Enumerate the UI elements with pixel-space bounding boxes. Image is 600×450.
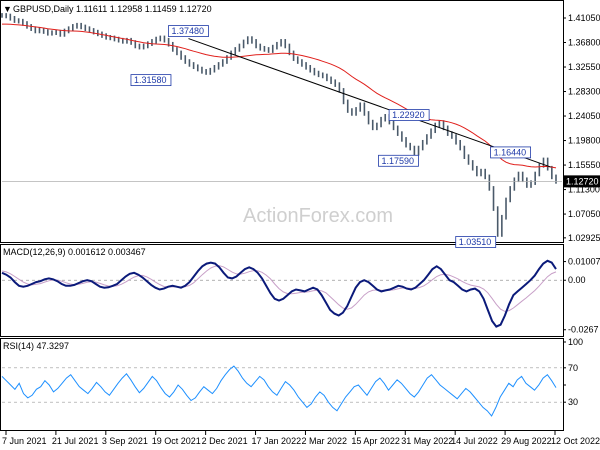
price-y-tick-label: 1.28300	[568, 87, 600, 97]
price-panel-frame	[0, 0, 564, 243]
price-annotation-label: 1.31580	[134, 75, 167, 85]
price-annotation-box	[168, 25, 209, 37]
price-annotation-label: 1.03510	[459, 237, 492, 247]
rsi-y-tick-label: 100	[568, 337, 583, 347]
rsi-panel-title: RSI(14) 47.3297	[3, 341, 69, 351]
current-price-badge	[564, 175, 600, 188]
price-annotation-box	[378, 154, 419, 167]
price-lines: 1.12720	[1, 13, 600, 237]
price-y-tick-label: 1.02925	[568, 233, 600, 243]
macd-lines	[1, 259, 557, 328]
x-tick-label: 2 Dec 2021	[202, 436, 248, 446]
x-tick-label: 29 Aug 2022	[501, 436, 552, 446]
watermark: ActionForex.com	[243, 205, 393, 227]
trend-line	[188, 38, 551, 168]
rsi-line	[1, 365, 557, 417]
macd-y-tick-label: 0.010071	[568, 257, 600, 267]
x-tick-label: 17 Jan 2022	[252, 436, 302, 446]
macd-line	[1, 259, 557, 328]
price-y-tick-label: 1.11300	[568, 185, 600, 195]
price-title-marker-icon: ▼	[3, 4, 12, 14]
price-annotation-box	[490, 146, 532, 159]
macd-panel-title: MACD(12,26,9) 0.001612 0.003467	[3, 247, 146, 257]
price-panel-title: GBPUSD,Daily 1.11611 1.12958 1.11459 1.1…	[13, 4, 212, 14]
macd-y-tick-label: -0.0267	[568, 325, 599, 335]
current-price-label: 1.12720	[566, 176, 599, 186]
price-annotations: 1.37480 1.31580 1.22920 1.17590 1.16440 1.035…	[130, 25, 532, 248]
price-y-tick-label: 1.32550	[568, 62, 600, 72]
price-annotation-label: 1.37480	[171, 26, 204, 36]
x-tick-label: 21 Jul 2021	[52, 436, 99, 446]
x-tick-label: 12 Oct 2022	[551, 436, 600, 446]
price-y-tick-label: 1.36800	[568, 38, 600, 48]
rsi-y-tick-label: 70	[568, 363, 578, 373]
macd-y-axis: 0.010071 0.00 -0.0267	[2, 257, 600, 335]
x-axis: 7 Jun 2021 21 Jul 2021 3 Sep 2021 19 Oct 20…	[2, 431, 600, 446]
x-tick-label: 3 Sep 2021	[102, 436, 148, 446]
price-annotation-box	[130, 74, 172, 87]
macd-y-tick-label: 0.00	[568, 275, 586, 285]
price-bars	[1, 13, 557, 237]
ema-line	[2, 23, 557, 169]
rsi-y-tick-label: 30	[568, 397, 578, 407]
rsi-y-axis: 100 70 30	[2, 337, 583, 407]
rsi-panel-frame	[0, 338, 564, 431]
rsi-lines	[1, 365, 557, 417]
x-tick-label: 2 Mar 2022	[301, 436, 347, 446]
price-annotation-box	[388, 109, 430, 121]
price-y-tick-label: 1.19800	[568, 136, 600, 146]
price-annotation-box	[455, 236, 497, 248]
price-y-tick-label: 1.41050	[568, 13, 600, 23]
price-y-tick-label: 1.24050	[568, 111, 600, 121]
x-tick-label: 15 Apr 2022	[351, 436, 400, 446]
macd-panel-frame	[0, 244, 564, 337]
x-tick-label: 19 Oct 2021	[152, 436, 201, 446]
price-annotation-label: 1.16440	[494, 147, 527, 157]
price-y-axis: 1.41050 1.36800 1.32550 1.28300 1.24050 1.198…	[563, 13, 600, 243]
x-tick-label: 31 May 2022	[401, 436, 453, 446]
price-y-tick-label: 1.07050	[568, 209, 600, 219]
x-tick-label: 7 Jun 2021	[2, 436, 47, 446]
price-annotation-label: 1.17590	[381, 156, 414, 166]
price-y-tick-label: 1.15550	[568, 160, 600, 170]
price-annotation-label: 1.22920	[392, 110, 425, 120]
x-tick-label: 14 Jul 2022	[451, 436, 498, 446]
